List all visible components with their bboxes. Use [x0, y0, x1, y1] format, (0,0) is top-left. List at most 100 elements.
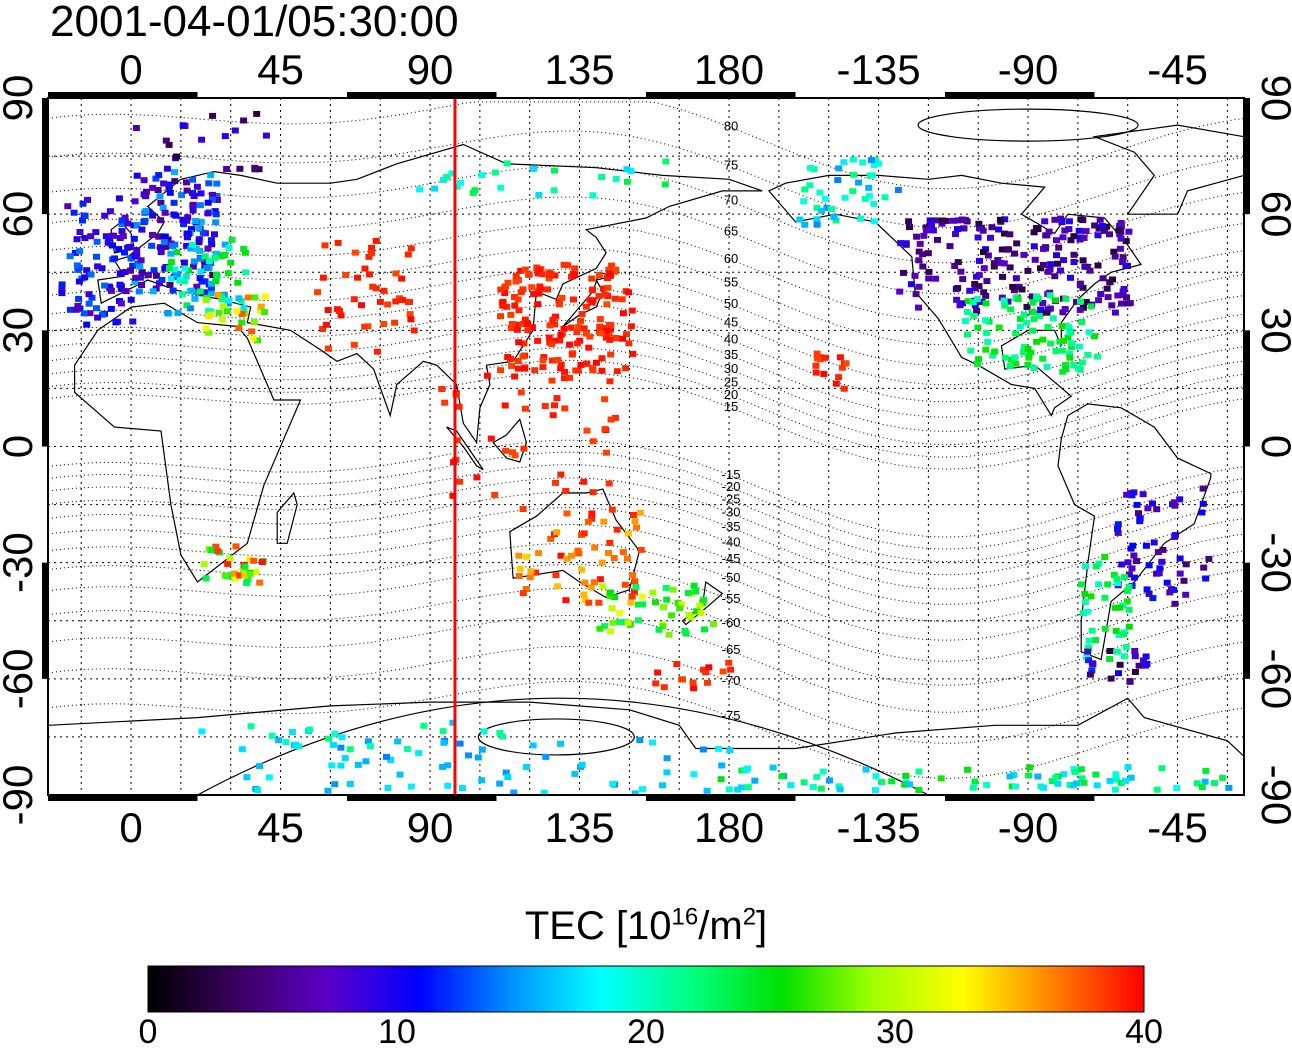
tec-cell [258, 559, 266, 565]
tec-cell [636, 509, 644, 516]
tec-cell [541, 403, 549, 409]
tec-cell [1048, 778, 1056, 785]
tec-cell [164, 310, 172, 316]
tec-cell [101, 212, 109, 219]
tec-cell [840, 385, 848, 392]
tec-cell [738, 767, 746, 774]
tec-cell [1076, 306, 1084, 313]
tec-cell [583, 360, 591, 367]
tec-cell [1116, 604, 1124, 611]
tec-cell [1054, 780, 1062, 787]
tec-cell [1119, 254, 1127, 261]
frame-segment [42, 98, 48, 215]
tec-cell [180, 278, 188, 285]
tec-cell [157, 244, 164, 251]
tec-cell [547, 535, 555, 542]
tec-cell [1014, 296, 1022, 303]
tec-cell [1057, 215, 1065, 222]
tec-cell [545, 275, 553, 282]
tec-cell [1127, 774, 1135, 781]
tec-cell [1115, 632, 1123, 638]
tec-cell [923, 227, 930, 234]
tec-cell [321, 242, 329, 249]
tec-cell [611, 295, 619, 302]
tec-cell [855, 179, 863, 186]
tec-cell [521, 405, 529, 412]
tec-cell [557, 471, 565, 478]
tec-cell [174, 309, 182, 316]
bottom-lon-tick-label: 135 [545, 804, 615, 851]
tec-cell [1176, 570, 1184, 577]
tec-cell [552, 479, 559, 486]
tec-cell [751, 777, 759, 784]
tec-cell [189, 176, 197, 183]
tec-cell [242, 269, 250, 276]
tec-cell [577, 317, 585, 324]
tec-cell [133, 221, 141, 228]
tec-cell [288, 729, 296, 735]
tec-cell [554, 583, 562, 590]
frame-segment [42, 330, 48, 447]
tec-cell [200, 257, 208, 264]
tec-cell [204, 245, 212, 252]
tec-cell [410, 327, 418, 334]
tec-cell [1084, 644, 1092, 651]
tec-cell [1030, 315, 1038, 322]
tec-cell [633, 524, 641, 531]
frame-segment [347, 795, 497, 801]
tec-cell [971, 778, 979, 785]
tec-cell [606, 336, 614, 343]
dip-contour [48, 491, 1244, 590]
tec-cell [384, 301, 392, 308]
dip-contour-label: 70 [724, 193, 738, 208]
tec-cell [870, 200, 878, 207]
tec-cell [159, 204, 167, 211]
tec-cell [552, 572, 560, 579]
tec-cell [631, 790, 639, 795]
tec-cell [599, 285, 607, 292]
tec-cell [191, 295, 199, 302]
tec-cell [561, 405, 569, 412]
tec-cell [186, 305, 194, 312]
tec-cell [1180, 577, 1188, 584]
tec-cell [676, 605, 684, 612]
frame-segment [1244, 98, 1250, 215]
tec-cell [821, 195, 829, 202]
tec-cell [1094, 262, 1102, 269]
tec-cell [496, 729, 504, 736]
tec-cell [155, 172, 163, 179]
tec-cell [1118, 561, 1126, 568]
tec-cell [261, 309, 269, 315]
dip-contour-label: -55 [722, 591, 741, 606]
tec-cell [364, 738, 372, 745]
tec-cell [897, 240, 905, 247]
tec-cell [497, 367, 505, 374]
tec-cell [198, 136, 206, 143]
tec-cell [105, 235, 113, 241]
tec-cell [973, 308, 981, 314]
tec-cell [334, 239, 342, 246]
tec-cell [223, 166, 231, 172]
tec-cell [592, 359, 600, 366]
tec-cell [524, 320, 532, 327]
tec-cell [1176, 555, 1184, 562]
tec-cell [396, 771, 404, 778]
tec-cell [1031, 256, 1039, 263]
tec-cell [813, 355, 821, 362]
tec-cell [227, 259, 235, 266]
tec-cell [605, 480, 613, 487]
tec-cell [984, 338, 992, 345]
tec-cell [208, 196, 216, 203]
tec-cell [510, 789, 518, 795]
tec-cell [342, 272, 350, 278]
tec-cell [109, 242, 116, 249]
tec-cell [141, 217, 149, 224]
tec-cell [1123, 294, 1130, 301]
tec-cell [596, 576, 604, 583]
frame-segment [945, 92, 1095, 98]
tec-cell [875, 160, 882, 167]
tec-cell [213, 197, 221, 203]
tec-cell [1106, 648, 1114, 654]
tec-cell [888, 778, 896, 785]
tec-cell [1033, 338, 1041, 345]
